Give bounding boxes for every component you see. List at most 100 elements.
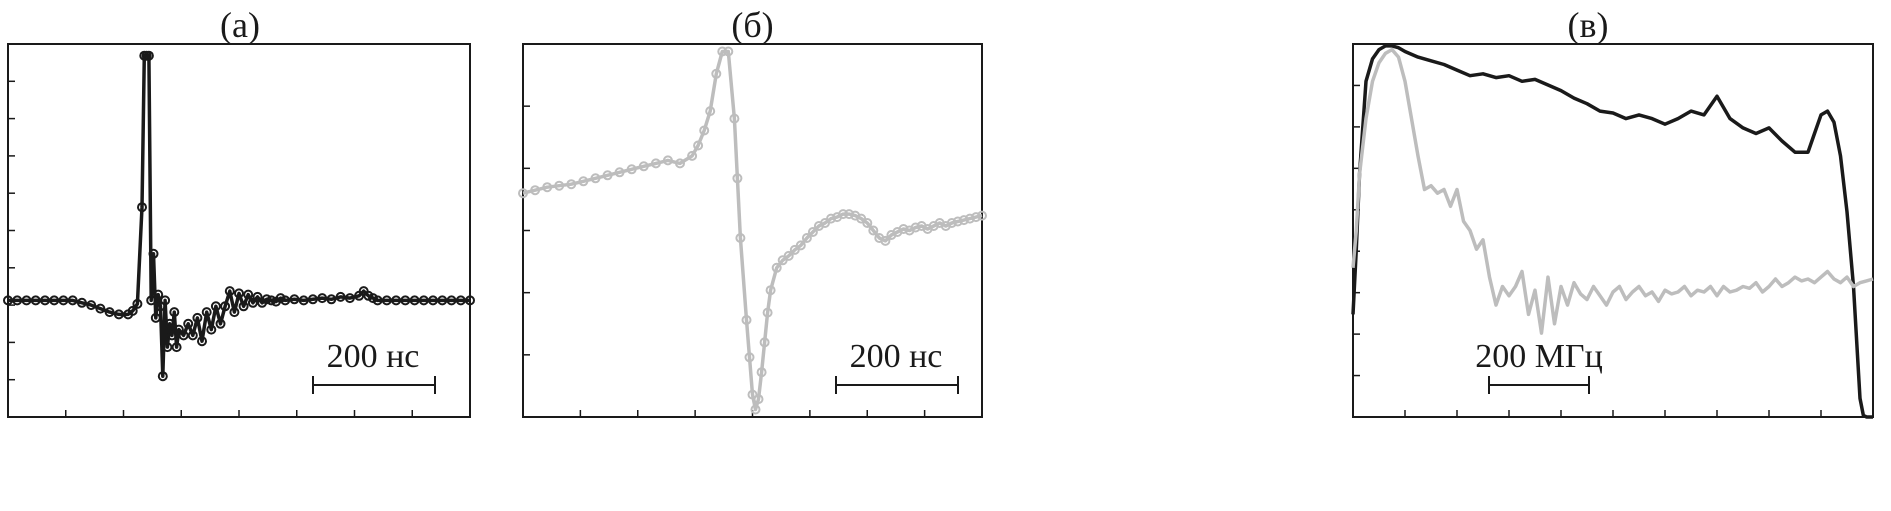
data-point <box>795 240 806 251</box>
data-point <box>626 164 637 175</box>
data-point <box>801 233 812 243</box>
data-point <box>437 295 448 306</box>
series-line-1 <box>1351 47 1874 335</box>
data-point <box>67 295 78 306</box>
data-point <box>729 113 740 124</box>
chart-c: 200 МГц <box>1351 43 1874 419</box>
data-point <box>783 250 794 261</box>
scale-bar-label: 200 нс <box>327 338 420 375</box>
data-point <box>590 173 601 184</box>
data-point <box>183 318 194 329</box>
data-point <box>400 295 411 306</box>
data-point <box>171 342 182 353</box>
data-point <box>662 155 673 166</box>
data-point <box>192 312 203 323</box>
data-point <box>238 301 249 312</box>
data-point <box>418 295 429 306</box>
data-point <box>958 215 969 226</box>
data-point <box>162 342 173 353</box>
panel-b-label: (б) <box>731 5 774 45</box>
data-point <box>741 315 752 325</box>
data-point <box>910 222 921 233</box>
data-point <box>711 68 722 79</box>
data-point <box>344 293 355 304</box>
data-point <box>650 158 661 169</box>
data-point <box>104 307 115 318</box>
series-line-0 <box>8 53 470 378</box>
data-point <box>675 158 685 169</box>
data-point <box>157 371 168 382</box>
data-point <box>771 262 782 273</box>
data-point <box>150 312 161 323</box>
data-point <box>542 182 553 193</box>
data-point <box>759 337 770 348</box>
data-point <box>735 233 746 243</box>
data-point <box>224 286 235 297</box>
panel-c: (в) 200 МГц <box>1285 0 1891 511</box>
data-point <box>868 225 879 236</box>
data-point <box>220 301 231 312</box>
data-point <box>113 309 124 320</box>
data-point <box>753 394 764 405</box>
data-point <box>58 295 69 306</box>
data-point <box>153 289 164 300</box>
panel-a-label: (а) <box>220 5 260 45</box>
data-point <box>614 167 625 178</box>
data-point <box>127 305 138 316</box>
data-point <box>197 336 207 347</box>
scale-bar-label: 200 МГц <box>1475 338 1603 375</box>
data-point <box>206 324 217 335</box>
data-point <box>723 46 734 57</box>
data-point <box>164 318 175 329</box>
data-point <box>326 294 337 305</box>
data-point <box>289 294 300 305</box>
data-point <box>880 235 891 246</box>
data-point <box>307 294 318 305</box>
data-point <box>137 202 147 213</box>
data-point <box>30 295 41 306</box>
data-point <box>201 307 212 318</box>
data-point <box>215 318 226 329</box>
data-point <box>266 295 277 306</box>
scale-bar-label: 200 нс <box>850 338 943 375</box>
data-point <box>40 295 50 306</box>
data-point <box>446 295 457 306</box>
data-point <box>76 297 87 308</box>
data-point <box>964 213 975 224</box>
series-line-0 <box>1351 44 1873 419</box>
data-point <box>693 140 704 151</box>
data-point <box>261 294 272 305</box>
chart-a: 200 нс <box>3 43 475 418</box>
data-point <box>826 213 836 224</box>
data-point <box>167 330 177 341</box>
data-point <box>638 161 649 172</box>
data-point <box>381 295 392 306</box>
data-point <box>705 106 716 117</box>
plot-frame <box>1352 43 1874 418</box>
data-point <box>391 295 402 306</box>
data-point <box>132 298 143 309</box>
data-point <box>234 288 244 299</box>
data-point <box>148 248 159 259</box>
data-point <box>952 216 963 227</box>
data-point <box>317 293 328 304</box>
data-point <box>699 125 710 136</box>
data-point <box>687 150 698 161</box>
data-point <box>229 307 240 318</box>
data-point <box>838 209 849 220</box>
data-point <box>717 46 728 57</box>
data-point <box>455 295 466 306</box>
data-point <box>178 330 189 341</box>
data-point <box>862 218 873 228</box>
data-point <box>844 209 855 220</box>
data-point <box>465 295 475 306</box>
data-point <box>372 295 383 306</box>
data-point <box>578 176 589 187</box>
data-point <box>335 291 346 302</box>
data-point <box>756 367 767 378</box>
data-point <box>762 307 773 318</box>
data-point <box>49 295 60 306</box>
panel-b: (б) 200 нс <box>515 0 990 511</box>
data-point <box>187 330 198 341</box>
data-point <box>160 295 171 306</box>
